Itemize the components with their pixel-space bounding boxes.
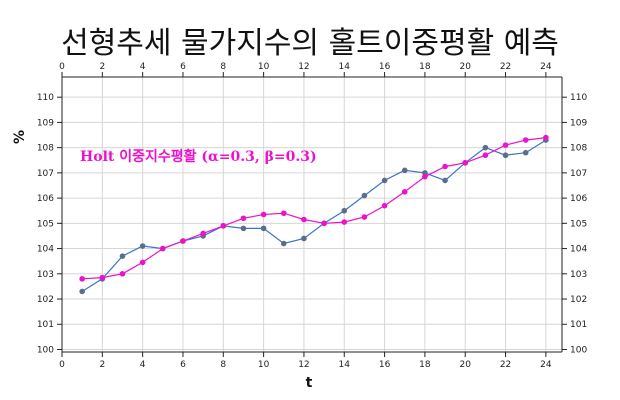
- series-2-point: [482, 152, 489, 159]
- series-2-point: [341, 219, 348, 225]
- series-2-point: [280, 210, 287, 217]
- series-2-point: [139, 259, 146, 266]
- x-tick-label-top: 4: [140, 62, 146, 72]
- x-tick-label-top: 8: [220, 62, 226, 72]
- x-tick-label-bottom: 2: [99, 360, 105, 370]
- x-axis-title: t: [306, 375, 313, 391]
- series-2-point: [160, 245, 166, 252]
- series-2-point: [301, 216, 307, 223]
- x-tick-label-top: 22: [500, 62, 511, 72]
- x-tick-label-top: 24: [540, 62, 552, 72]
- series-annotation: Holt 이중지수평활 (α=0.3, β=0.3): [80, 148, 317, 165]
- series-2-point: [502, 142, 509, 148]
- x-tick-label-bottom: 6: [180, 360, 186, 370]
- series-2-point: [442, 163, 448, 170]
- chart-title: 선형추세 물가지수의 홀트이중평활 예측: [61, 26, 559, 61]
- y-tick-label-left: 107: [37, 169, 54, 179]
- series-2-point: [401, 188, 408, 195]
- series-1-point: [401, 167, 408, 174]
- y-axis-title: %: [12, 130, 28, 144]
- x-tick-label-bottom: 8: [220, 360, 226, 370]
- series-2-point: [361, 214, 368, 220]
- y-tick-label-left: 106: [37, 194, 54, 204]
- series-line-2: [82, 137, 546, 280]
- series-2-point: [543, 134, 549, 141]
- series-line-1: [81, 139, 547, 292]
- series-1-point: [139, 243, 146, 249]
- y-tick-label-right: 101: [570, 320, 587, 330]
- x-tick-label-bottom: 22: [500, 360, 511, 370]
- x-tick-label-bottom: 4: [140, 360, 146, 370]
- series-2-point: [79, 276, 85, 282]
- series-1-point: [301, 235, 307, 242]
- x-tick-label-top: 10: [258, 62, 270, 72]
- x-tick-label-bottom: 14: [339, 360, 351, 370]
- x-tick-label-top: 18: [419, 62, 431, 72]
- y-tick-label-right: 100: [570, 345, 587, 355]
- series-1-point: [361, 192, 368, 199]
- series-2-point: [180, 238, 186, 244]
- series-1-point: [341, 207, 348, 214]
- series-1-point: [502, 152, 509, 159]
- series-1-point: [522, 149, 529, 156]
- y-tick-label-right: 109: [570, 118, 587, 128]
- series-1-point: [240, 225, 247, 232]
- y-tick-label-right: 105: [570, 219, 587, 229]
- series-2-point: [462, 159, 469, 166]
- x-tick-label-bottom: 16: [379, 360, 391, 370]
- x-tick-label-bottom: 24: [540, 360, 552, 370]
- series-1-point: [260, 225, 267, 232]
- series-2-point: [522, 137, 529, 143]
- x-tick-label-top: 0: [59, 62, 65, 72]
- y-tick-label-left: 102: [37, 295, 54, 305]
- y-tick-label-right: 107: [570, 169, 587, 179]
- y-tick-label-left: 105: [37, 219, 54, 229]
- series-2-point: [99, 274, 106, 281]
- series-2-point: [240, 215, 247, 222]
- x-tick-label-top: 12: [298, 62, 309, 72]
- x-tick-label-bottom: 10: [258, 360, 270, 370]
- y-tick-label-left: 110: [37, 93, 54, 103]
- y-tick-label-right: 108: [570, 144, 587, 154]
- y-tick-label-left: 109: [37, 118, 54, 128]
- series-1-point: [79, 288, 85, 295]
- y-tick-label-right: 110: [570, 93, 587, 103]
- y-tick-label-left: 108: [37, 144, 54, 154]
- series-2-point: [220, 223, 227, 229]
- x-tick-label-bottom: 20: [459, 360, 471, 370]
- x-tick-label-top: 2: [99, 62, 105, 72]
- x-tick-label-bottom: 0: [59, 360, 65, 370]
- y-tick-label-right: 102: [570, 295, 587, 305]
- x-tick-label-top: 16: [379, 62, 391, 72]
- series-1-point: [482, 144, 489, 151]
- x-tick-label-top: 14: [339, 62, 351, 72]
- series-2-point: [200, 230, 206, 237]
- series-1-point: [442, 177, 448, 184]
- y-tick-label-right: 106: [570, 194, 587, 204]
- y-tick-label-left: 104: [37, 245, 54, 255]
- y-tick-label-left: 103: [37, 270, 54, 280]
- series-2-point: [381, 202, 388, 209]
- y-tick-label-right: 104: [570, 245, 587, 255]
- series-2-point: [260, 211, 267, 218]
- x-tick-label-bottom: 18: [419, 360, 431, 370]
- y-tick-label-left: 100: [37, 345, 54, 355]
- series-1-point: [381, 177, 388, 184]
- series-1-point: [119, 253, 126, 259]
- x-tick-label-top: 6: [180, 62, 186, 72]
- x-tick-label-bottom: 12: [298, 360, 309, 370]
- series-2-point: [321, 220, 327, 227]
- x-tick-label-top: 20: [459, 62, 471, 72]
- series-1-point: [280, 240, 287, 247]
- series-2-point: [422, 173, 428, 180]
- y-tick-label-right: 103: [570, 270, 587, 280]
- y-tick-label-left: 101: [37, 320, 54, 330]
- series-2-point: [119, 270, 126, 277]
